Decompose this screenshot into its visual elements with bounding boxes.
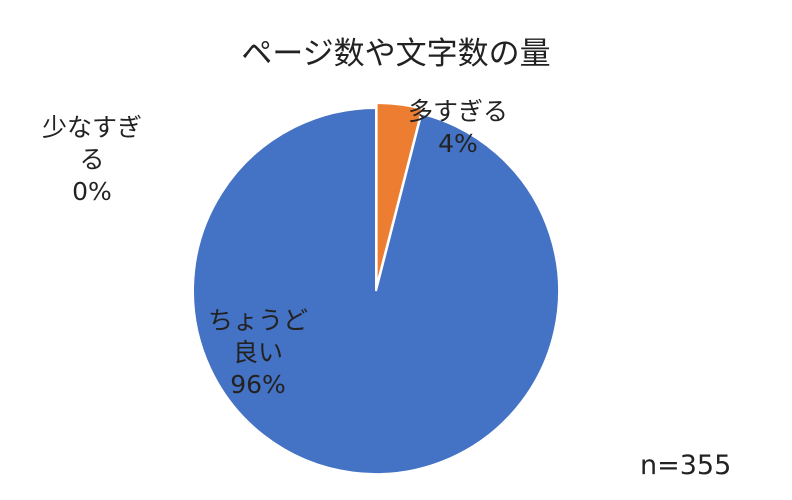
- category-label: ちょうど良い: [207, 306, 308, 367]
- value-label: 0%: [72, 177, 112, 206]
- annotation: n=355: [640, 450, 732, 481]
- chart-title: ページ数や文字数の量: [241, 36, 551, 72]
- slice-label: 多すぎる 4%: [403, 96, 513, 160]
- category-label: 少なすぎる: [41, 113, 142, 174]
- value-label: 96%: [230, 370, 286, 399]
- category-label: 多すぎる: [407, 97, 508, 126]
- value-label: 4%: [438, 129, 478, 158]
- slice-label: 少なすぎる 0%: [32, 112, 152, 208]
- slice-label: ちょうど良い 96%: [203, 305, 313, 401]
